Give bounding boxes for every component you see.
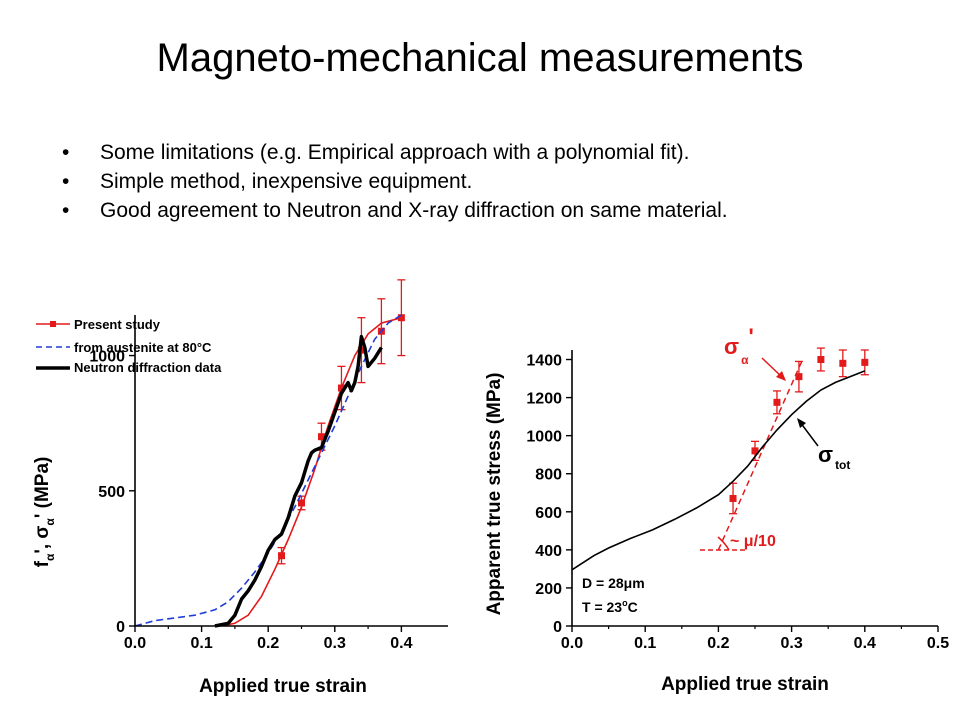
data-point-marker xyxy=(817,356,825,364)
annot-part: o xyxy=(622,598,628,608)
right-y-tick-label: 600 xyxy=(535,505,562,522)
left-series-2-line xyxy=(214,334,383,628)
ylabel-part: α xyxy=(43,553,57,561)
left-y-tick-label: 1000 xyxy=(89,349,125,366)
annot-part: μ xyxy=(744,533,754,550)
right-x-tick-label: 0.0 xyxy=(561,635,583,652)
data-point-marker xyxy=(317,433,325,441)
bullet-text: Good agreement to Neutron and X-ray diff… xyxy=(100,199,728,222)
bullet-item: • Good agreement to Neutron and X-ray dif… xyxy=(62,196,728,225)
left-x-tick-label: 0.4 xyxy=(390,635,412,652)
legend-label: Neutron diffraction data xyxy=(74,360,222,375)
slide-title: Magneto-mechanical measurements xyxy=(156,36,804,80)
annot-part: α xyxy=(741,353,749,367)
bullet-item: • Some limitations (e.g. Empirical approa… xyxy=(62,138,728,167)
bullet-dot: • xyxy=(62,199,70,222)
ylabel-part: f xyxy=(32,560,53,567)
annot-part: m xyxy=(632,575,644,591)
left-chart: 0.0 0.1 0.2 0.3 0.4 0 500 1000 Applied true str… xyxy=(32,279,448,697)
annot-part: C xyxy=(628,599,638,615)
data-point-marker xyxy=(397,314,405,322)
left-legend: Present study from austenite at 80°C Neu… xyxy=(36,317,222,375)
right-x-tick-label: 0.5 xyxy=(927,635,949,652)
annot-part: ~ xyxy=(730,533,744,550)
data-point-marker xyxy=(795,373,803,381)
annot-part: /10 xyxy=(754,533,776,550)
left-series-0-fit-line xyxy=(221,316,402,627)
ylabel-part: ' (MPa) xyxy=(32,457,53,519)
annot-part: σ xyxy=(818,442,833,467)
right-y-tick-label: 1400 xyxy=(526,353,562,370)
temperature-annotation: T = 23oC xyxy=(582,598,638,615)
bullet-dot: • xyxy=(62,170,70,193)
left-y-tick-label: 500 xyxy=(98,484,125,501)
legend-label: Present study xyxy=(74,317,161,332)
right-x-tick-label: 0.1 xyxy=(634,635,656,652)
bullet-item: • Simple method, inexpensive equipment. xyxy=(62,167,728,196)
right-x-axis-label: Applied true strain xyxy=(661,674,829,695)
sigma-tot-annotation: σ tot xyxy=(818,442,850,472)
sigma-alpha-annotation: σα ' xyxy=(724,324,754,367)
right-series-0-fit-line xyxy=(717,359,804,551)
right-y-tick-label: 0 xyxy=(553,619,562,636)
sigma-alpha-arrowhead xyxy=(776,371,786,381)
sigma-tot-arrowhead xyxy=(797,418,806,428)
annot-part: σ xyxy=(724,334,739,359)
right-x-tick-label: 0.4 xyxy=(854,635,876,652)
bullet-dot: • xyxy=(62,141,70,164)
bullet-text: Simple method, inexpensive equipment. xyxy=(100,170,473,193)
data-point-marker xyxy=(729,494,737,502)
left-x-axis-label: Applied true strain xyxy=(199,676,367,697)
data-point-marker xyxy=(773,398,781,406)
annot-part: ' xyxy=(748,324,753,349)
ylabel-part: ', σ xyxy=(32,526,53,554)
right-y-tick-label: 800 xyxy=(535,467,562,484)
annot-part: D = 28 xyxy=(582,575,624,591)
data-point-marker xyxy=(861,358,869,366)
annot-part: μ xyxy=(624,575,633,591)
data-point-marker xyxy=(839,359,847,367)
right-x-tick-label: 0.3 xyxy=(780,635,802,652)
data-point-marker xyxy=(751,447,759,455)
legend-label: from austenite at 80°C xyxy=(74,340,212,355)
left-x-tick-label: 0.2 xyxy=(257,635,279,652)
bullet-text: Some limitations (e.g. Empirical approac… xyxy=(100,141,690,164)
data-point-marker xyxy=(297,499,305,507)
sigma-tot-arrow xyxy=(799,421,819,447)
data-point-marker xyxy=(337,384,345,392)
left-y-axis-label: fα', σα' (MPa) xyxy=(32,457,57,568)
data-point-marker xyxy=(278,552,286,560)
bullet-list: • Some limitations (e.g. Empirical approa… xyxy=(62,138,728,225)
grain-size-annotation: D = 28μm xyxy=(582,575,645,591)
slope-angle-arc xyxy=(717,536,730,551)
left-x-tick-label: 0.1 xyxy=(190,635,212,652)
annot-part: T = 23 xyxy=(582,599,622,615)
left-x-tick-label: 0.3 xyxy=(324,635,346,652)
ylabel-part: α xyxy=(43,518,57,526)
slope-annotation: ~ μ/10 xyxy=(730,533,776,550)
right-y-tick-label: 400 xyxy=(535,543,562,560)
annot-part: tot xyxy=(835,458,850,472)
right-x-tick-label: 0.2 xyxy=(707,635,729,652)
right-y-tick-label: 200 xyxy=(535,581,562,598)
right-y-axis-label: Apparent true stress (MPa) xyxy=(484,373,505,616)
right-y-tick-label: 1000 xyxy=(526,429,562,446)
right-chart: 0.0 0.1 0.2 0.3 0.4 0.5 0 200 400 600 800 1000 1200 1… xyxy=(484,324,949,695)
left-x-tick-label: 0.0 xyxy=(124,635,146,652)
right-series-1-line xyxy=(571,370,866,571)
right-y-tick-label: 1200 xyxy=(526,391,562,408)
legend-marker-present-study xyxy=(50,321,56,327)
left-y-tick-label: 0 xyxy=(116,619,125,636)
left-series-1-line xyxy=(134,314,402,627)
